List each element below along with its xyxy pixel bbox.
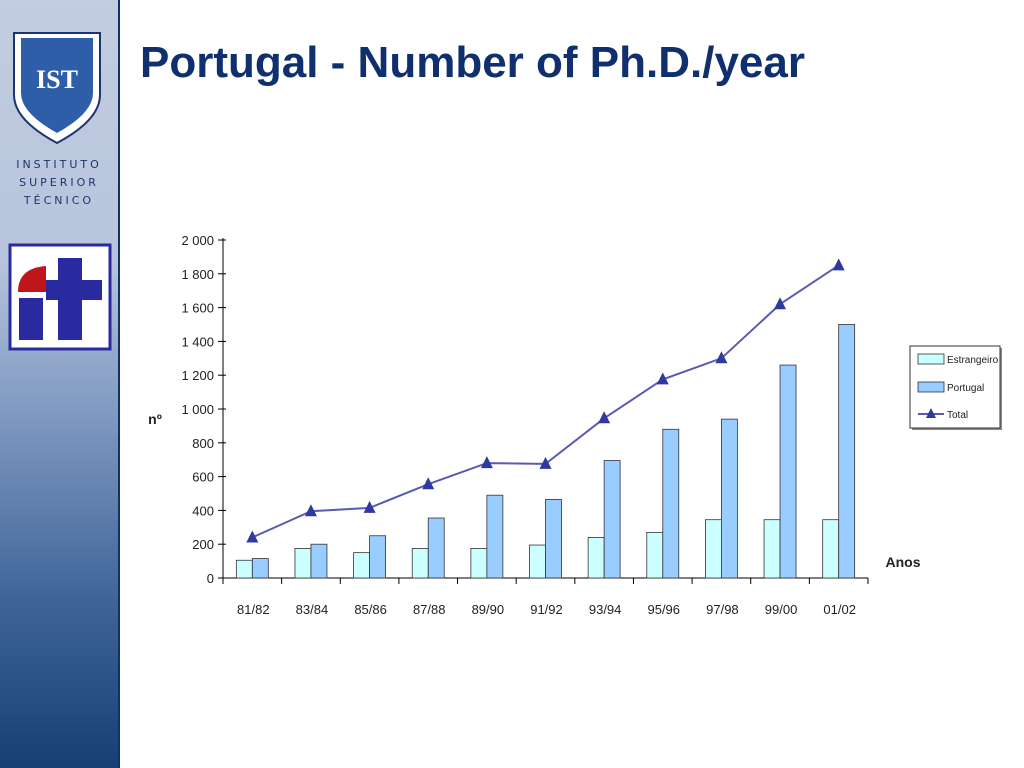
total-point (656, 372, 669, 385)
bar-estrangeiro (646, 531, 664, 579)
bar-estrangeiro (353, 552, 370, 579)
sidebar-divider (118, 0, 120, 768)
it-logo-i-stem (19, 298, 43, 340)
x-tick-label: 99/00 (765, 602, 798, 617)
it-logo-i-dot (18, 266, 46, 292)
ist-shield-logo: IST (13, 32, 101, 145)
bar-estrangeiro (763, 519, 781, 579)
it-logo-t-bar (46, 280, 102, 300)
bar-portugal (251, 558, 269, 579)
it-logo: it (8, 243, 112, 351)
bar-portugal (721, 418, 738, 579)
sidebar: IST INSTITUTO SUPERIOR TÉCNICO it (0, 0, 120, 768)
y-tick-label: 800 (192, 436, 214, 451)
legend-label-estrangeiro: Estrangeiro (947, 355, 999, 366)
legend-label-portugal: Portugal (947, 383, 984, 394)
y-tick-label: 1 600 (181, 301, 214, 316)
bar-portugal (369, 535, 386, 579)
y-tick-label: 1 200 (181, 368, 214, 383)
x-tick-label: 87/88 (413, 602, 446, 617)
legend-label-total: Total (947, 410, 968, 421)
total-point (598, 411, 611, 424)
shield-logo-text: IST (36, 65, 78, 94)
y-axis-label: nº (148, 411, 162, 427)
legend-marker-total (926, 408, 936, 418)
total-point (246, 530, 259, 543)
y-tick-label: 2 000 (181, 233, 214, 248)
total-point (774, 297, 787, 310)
total-point (363, 500, 376, 513)
legend-swatch-portugal (917, 381, 945, 393)
bar-portugal (486, 494, 504, 579)
bar-estrangeiro (822, 519, 840, 579)
x-tick-label: 83/84 (296, 602, 329, 617)
bar-portugal (662, 428, 680, 579)
institute-line-1: INSTITUTO (16, 158, 102, 171)
total-point (304, 504, 317, 517)
total-point (480, 456, 493, 469)
bar-portugal (310, 543, 328, 579)
x-tick-label: 89/90 (472, 602, 505, 617)
total-point (539, 456, 552, 469)
x-tick-label: 97/98 (706, 602, 739, 617)
bar-portugal (427, 517, 445, 579)
bar-estrangeiro (529, 544, 546, 579)
bar-portugal (603, 460, 621, 579)
bar-estrangeiro (705, 519, 722, 579)
total-point (832, 258, 845, 271)
total-point (715, 351, 728, 364)
y-tick-label: 1 800 (181, 267, 214, 282)
x-tick-label: 91/92 (530, 602, 563, 617)
x-tick-label: 93/94 (589, 602, 622, 617)
total-line (251, 264, 840, 539)
x-tick-label: 01/02 (823, 602, 856, 617)
bar-portugal (779, 364, 797, 579)
bar-portugal (838, 324, 856, 579)
y-tick-label: 200 (192, 537, 214, 552)
bar-estrangeiro (470, 548, 488, 579)
y-tick-label: 600 (192, 470, 214, 485)
legend-swatch-estrangeiro (917, 353, 945, 365)
shield-inner (21, 38, 93, 133)
bar-estrangeiro (587, 537, 605, 579)
x-tick-label: 81/82 (237, 602, 270, 617)
slide-title: Portugal - Number of Ph.D./year (140, 38, 805, 87)
y-tick-label: 0 (207, 571, 214, 586)
bar-estrangeiro (235, 559, 253, 579)
bar-estrangeiro (411, 548, 429, 579)
bar-portugal (545, 499, 562, 579)
x-tick-label: 95/96 (647, 602, 680, 617)
institute-line-2: SUPERIOR (19, 176, 99, 189)
x-tick-label: 85/86 (354, 602, 387, 617)
y-tick-label: 1 400 (181, 334, 214, 349)
x-axis-label: Anos (886, 554, 921, 570)
y-tick-label: 1 000 (181, 402, 214, 417)
bar-estrangeiro (294, 548, 312, 579)
total-point (422, 477, 435, 490)
institute-line-3: TÉCNICO (23, 194, 95, 207)
y-tick-label: 400 (192, 503, 214, 518)
